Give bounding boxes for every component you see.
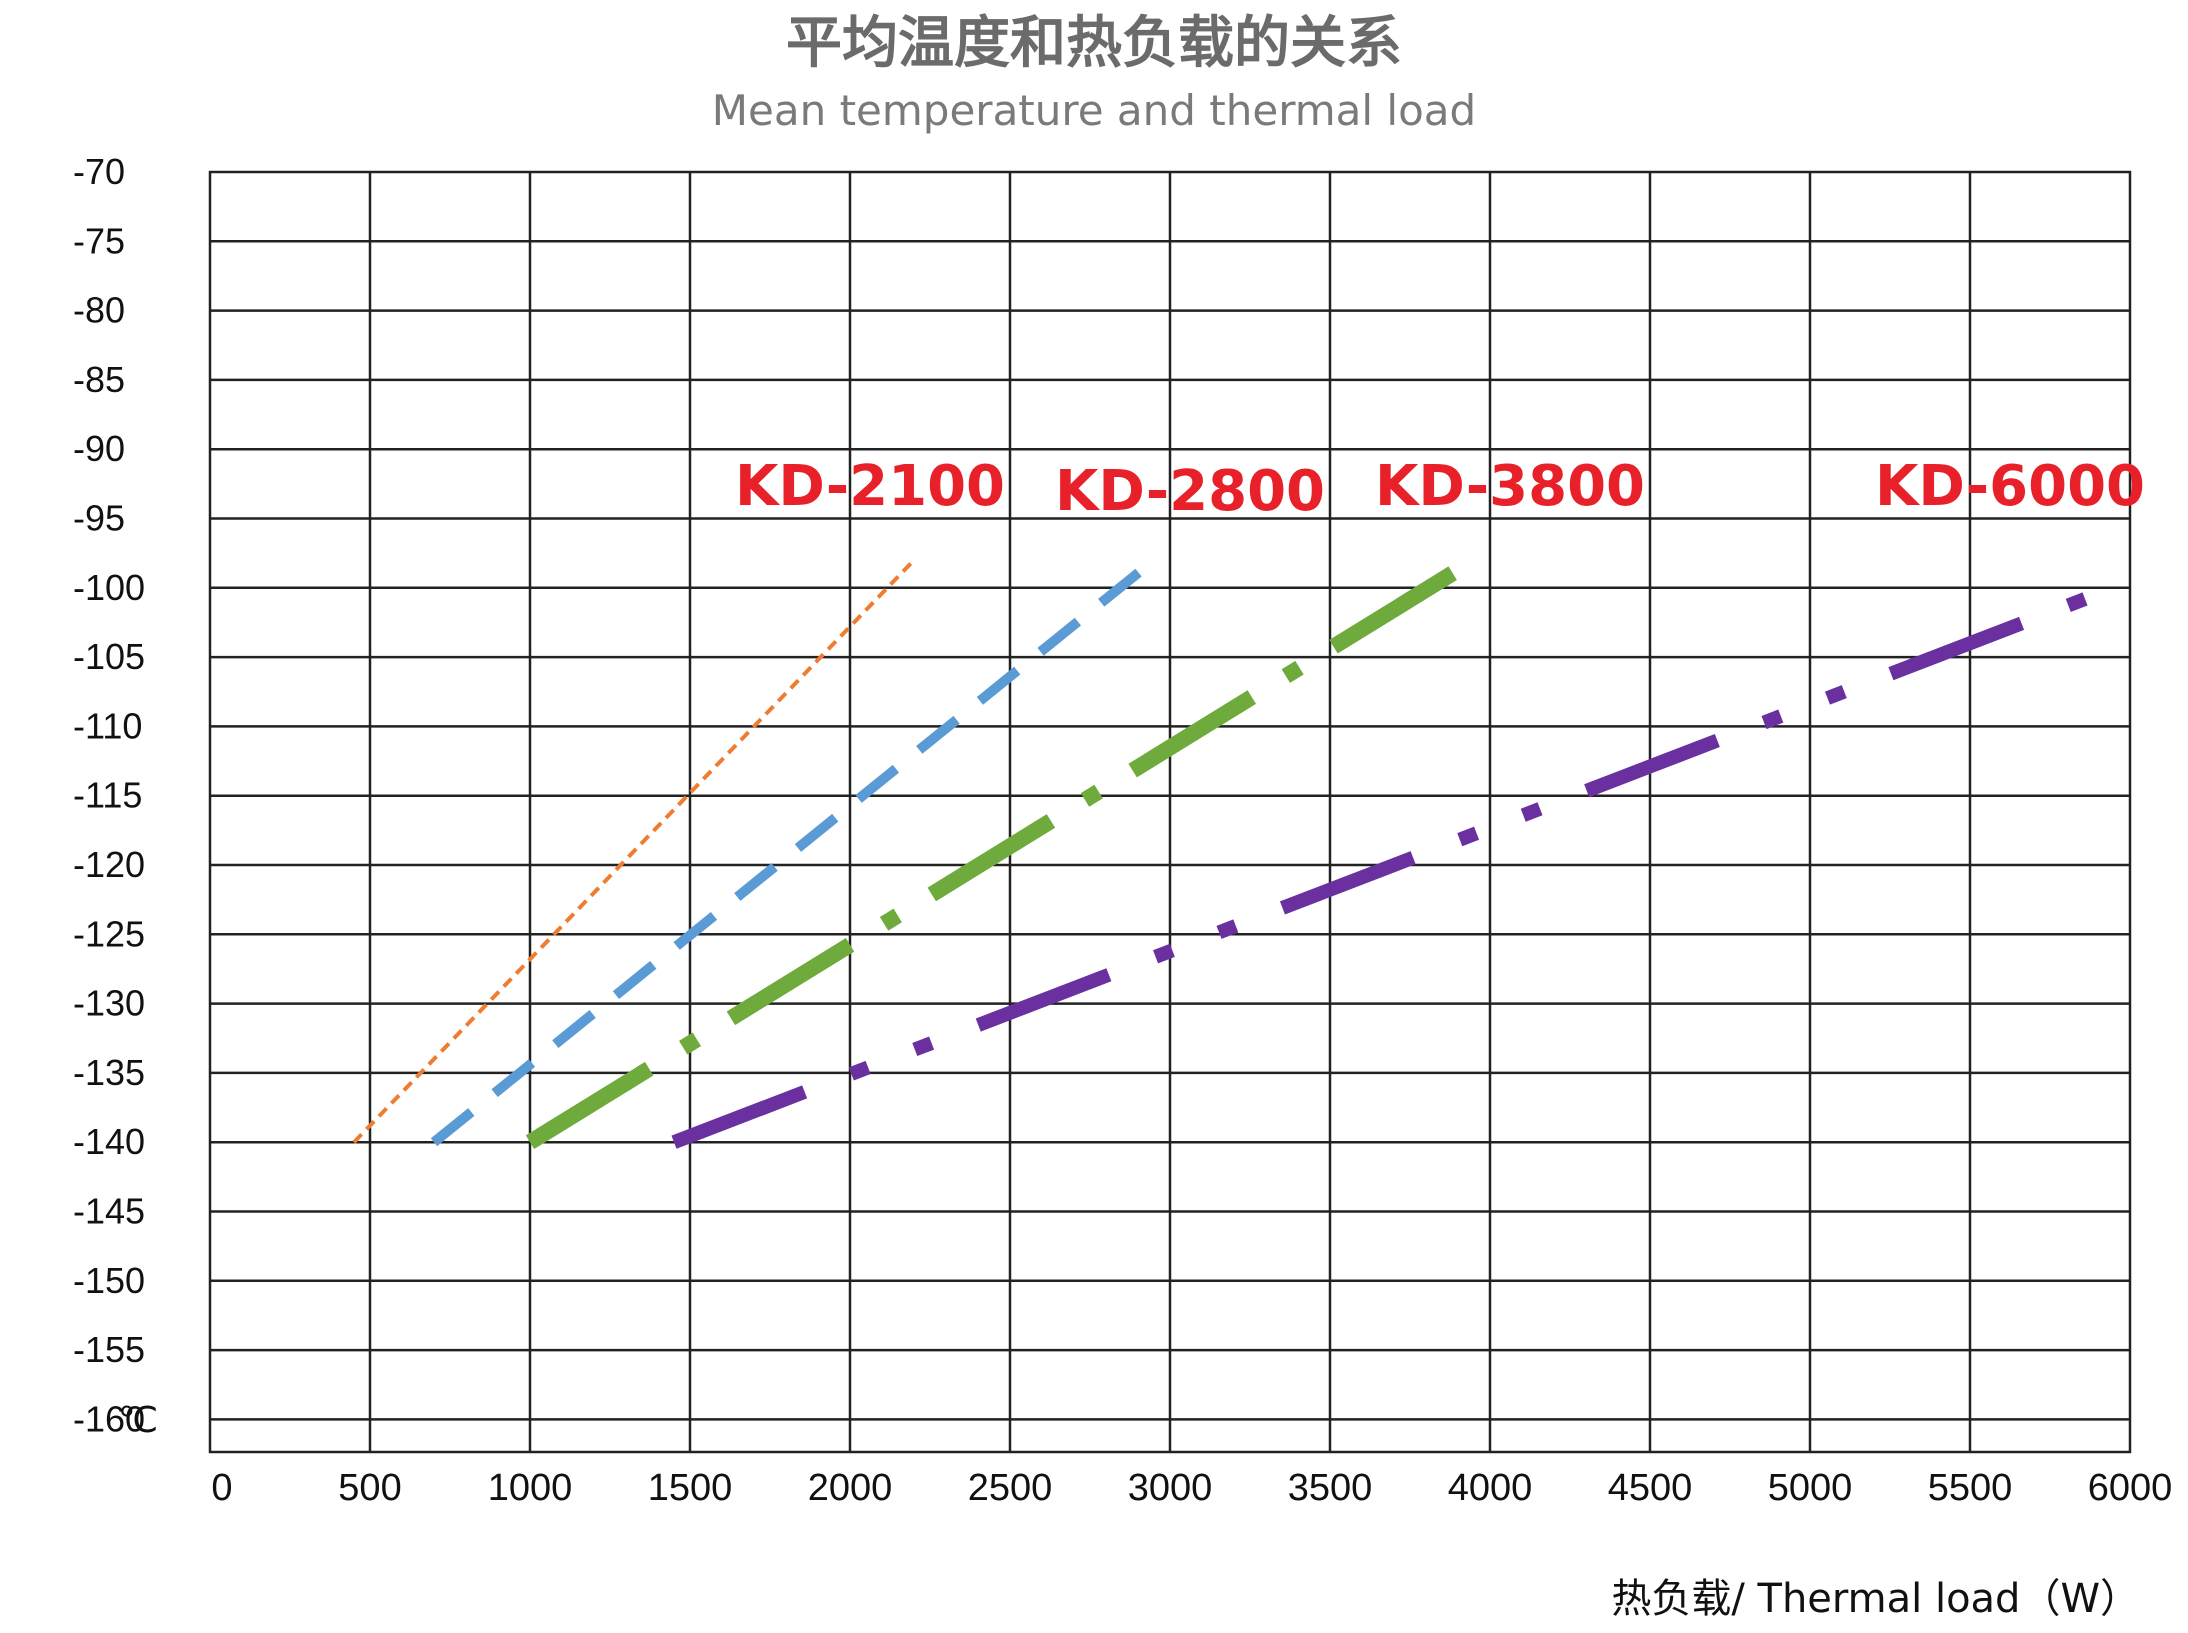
x-tick-label: 6000 xyxy=(2088,1467,2173,1509)
series-label-kd-2800: KD-2800 xyxy=(1055,459,1325,524)
y-tick-label: -125 xyxy=(73,913,145,954)
y-tick-label: -105 xyxy=(73,636,145,677)
y-tick-label: -150 xyxy=(73,1260,145,1301)
y-tick-label: -160 xyxy=(73,1398,145,1439)
y-axis-unit: ℃ xyxy=(118,1399,158,1440)
x-tick-label: 3000 xyxy=(1128,1467,1213,1509)
x-tick-label: 4000 xyxy=(1448,1467,1533,1509)
grid xyxy=(208,170,2132,1454)
y-tick-label: -135 xyxy=(73,1052,145,1093)
x-tick-label: 5500 xyxy=(1928,1467,2013,1509)
series-lines xyxy=(352,553,2117,1150)
y-tick-label: -115 xyxy=(73,775,142,816)
x-tick-label: 2000 xyxy=(808,1467,893,1509)
x-axis-ticks: 0 500 1000 1500 2000 2500 3000 3500 4000 4500 5000… xyxy=(211,1467,2172,1509)
y-tick-label: -95 xyxy=(73,498,125,539)
y-tick-label: -70 xyxy=(73,151,125,192)
series-label-kd-3800: KD-3800 xyxy=(1375,454,1645,519)
x-tick-label: 3500 xyxy=(1288,1467,1373,1509)
x-tick-label: 2500 xyxy=(968,1467,1053,1509)
y-tick-label: -85 xyxy=(73,359,125,400)
series-line-kd-6000 xyxy=(671,581,2117,1149)
y-tick-label: -100 xyxy=(73,567,145,608)
y-tick-label: -155 xyxy=(73,1329,145,1370)
y-tick-label: -80 xyxy=(73,290,125,331)
y-tick-label: -90 xyxy=(73,428,125,469)
series-label-kd-2100: KD-2100 xyxy=(735,454,1005,519)
x-tick-label: 500 xyxy=(338,1467,401,1509)
y-tick-label: -145 xyxy=(73,1191,145,1232)
x-tick-label: 4500 xyxy=(1608,1467,1693,1509)
x-axis-title: 热负载/ Thermal load（W） xyxy=(1611,1576,2140,1622)
series-line-kd-3800 xyxy=(525,553,1479,1150)
series-line-kd-2800 xyxy=(430,556,1158,1147)
y-tick-label: -110 xyxy=(73,705,142,746)
chart-title: 平均温度和热负载的关系 xyxy=(786,11,1402,76)
x-tick-label: 0 xyxy=(211,1467,232,1509)
x-tick-label: 1500 xyxy=(648,1467,733,1509)
y-tick-label: -130 xyxy=(73,983,145,1024)
y-tick-label: -120 xyxy=(73,844,145,885)
series-label-kd-6000: KD-6000 xyxy=(1875,454,2145,519)
x-tick-label: 5000 xyxy=(1768,1467,1853,1509)
x-tick-label: 1000 xyxy=(488,1467,573,1509)
chart-subtitle: Mean temperature and thermal load xyxy=(712,86,1476,135)
series-line-kd-2100 xyxy=(352,558,916,1144)
y-tick-label: -140 xyxy=(73,1121,145,1162)
series-labels: KD-2100 KD-2800 KD-3800 KD-6000 xyxy=(735,454,2145,524)
y-tick-label: -75 xyxy=(73,220,125,261)
y-axis-ticks: -70 -75 -80 -85 -90 -95 -100 -105 -110 -115 -120 -1… xyxy=(73,151,145,1439)
